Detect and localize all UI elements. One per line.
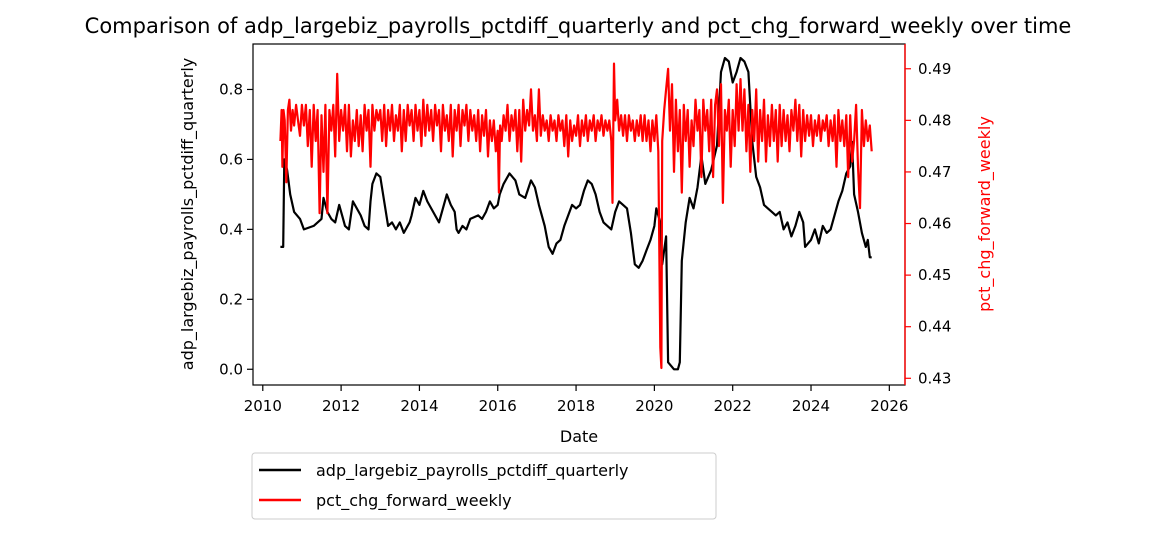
y-axis-right: 0.43 0.44 0.45 0.46 0.47 0.48 0.49 [904, 44, 951, 387]
y-left-tick-label: 0.6 [219, 150, 243, 168]
y-right-tick-label: 0.46 [918, 215, 951, 233]
y-right-tick-label: 0.47 [918, 163, 951, 181]
y-axis-left-label: adp_largebiz_payrolls_pctdiff_quarterly [178, 58, 198, 370]
x-axis: 2010 2012 2014 2016 2018 2020 2022 2024 2026 [244, 385, 908, 415]
legend: adp_largebiz_payrolls_pctdiff_quarterly … [251, 452, 717, 520]
y-right-tick-label: 0.44 [918, 318, 951, 336]
series-line-adp-largebiz [280, 56, 872, 371]
legend-box [251, 452, 717, 520]
y-left-tick-label: 0.2 [219, 290, 243, 308]
y-right-tick-label: 0.48 [918, 111, 951, 129]
y-left-tick-label: 0.0 [219, 360, 243, 378]
x-axis-label: Date [560, 427, 598, 446]
chart-title: Comparison of adp_largebiz_payrolls_pctd… [85, 14, 1072, 39]
x-tick-label: 2012 [322, 397, 360, 415]
series-line-pct-chg-forward [279, 62, 873, 370]
y-axis-left: 0.0 0.2 0.4 0.6 0.8 [219, 80, 253, 378]
x-tick-label: 2024 [792, 397, 830, 415]
x-tick-label: 2026 [870, 397, 908, 415]
y-right-tick-label: 0.43 [918, 369, 951, 387]
y-right-tick-label: 0.45 [918, 266, 951, 284]
x-tick-label: 2022 [714, 397, 752, 415]
x-tick-label: 2010 [244, 397, 282, 415]
x-tick-label: 2016 [479, 397, 517, 415]
legend-label-adp: adp_largebiz_payrolls_pctdiff_quarterly [316, 461, 628, 481]
y-left-tick-label: 0.4 [219, 220, 243, 238]
legend-label-pct: pct_chg_forward_weekly [316, 491, 512, 511]
x-tick-label: 2020 [635, 397, 673, 415]
y-right-tick-label: 0.49 [918, 60, 951, 78]
y-axis-right-label: pct_chg_forward_weekly [975, 116, 995, 312]
y-left-tick-label: 0.8 [219, 80, 243, 98]
x-tick-label: 2018 [557, 397, 595, 415]
series-layer [279, 56, 873, 371]
plot-area [252, 43, 906, 386]
x-tick-label: 2014 [400, 397, 438, 415]
